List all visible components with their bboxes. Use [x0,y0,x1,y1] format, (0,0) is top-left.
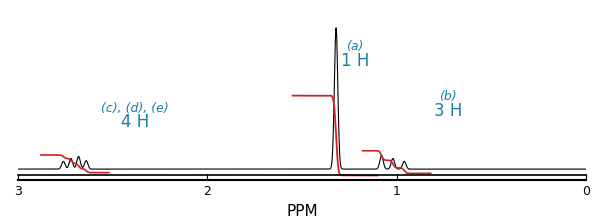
Text: 4 H: 4 H [121,113,150,131]
Text: (b): (b) [439,90,457,103]
Text: (a): (a) [346,40,364,53]
X-axis label: PPM: PPM [286,204,318,219]
Text: 3 H: 3 H [434,102,462,120]
Text: (c), (d), (e): (c), (d), (e) [102,102,169,116]
Text: 1 H: 1 H [341,52,369,70]
